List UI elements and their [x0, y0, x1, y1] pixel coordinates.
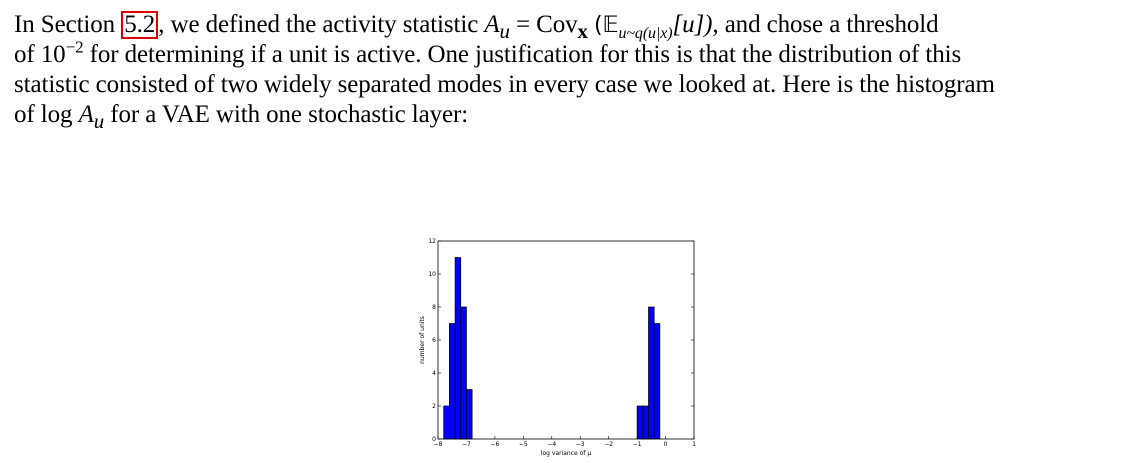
y-tick-label: 6: [432, 337, 436, 344]
histogram-bar: [648, 306, 655, 440]
x-tick-label: −6: [490, 441, 499, 448]
histogram-bar: [642, 405, 649, 440]
y-tick-label: 12: [428, 238, 436, 245]
section-reference-link[interactable]: 5.2: [121, 11, 159, 39]
histogram-chart: 0 2 4 6 8 10 12 −8 −7 −6 −5 −4 −3 −2 −1 0 1 log varianc…: [419, 238, 696, 457]
histogram-bar: [454, 257, 462, 440]
y-tick-label: 10: [428, 271, 436, 278]
x-tick-label: −7: [462, 441, 471, 448]
x-axis-label: log variance of μ: [541, 450, 591, 457]
paragraph-line-2: of 10−2 for determining if a unit is act…: [14, 37, 962, 68]
x-tick-label: −2: [604, 441, 613, 448]
y-tick-label: 8: [432, 304, 436, 311]
histogram-bar: [449, 323, 456, 440]
x-tick-labels: −8 −7 −6 −5 −4 −3 −2 −1 0 1: [434, 436, 696, 448]
x-tick-label: −3: [576, 441, 585, 448]
paragraph-line-4: of log Au for a VAE with one stochastic …: [14, 101, 469, 133]
body-paragraph: In Section 5.2, we defined the activity …: [14, 10, 1118, 133]
y-tick-labels: 0 2 4 6 8 10 12: [428, 238, 694, 443]
y-tick-label: 0: [432, 436, 436, 443]
y-tick-label: 4: [432, 370, 436, 377]
histogram-bar: [460, 306, 467, 440]
x-tick-label: 1: [692, 441, 696, 448]
histogram-bar: [653, 323, 661, 440]
expectation-symbol: (𝔼: [594, 13, 619, 38]
x-tick-label: 0: [664, 441, 668, 448]
histogram-bar: [466, 389, 473, 440]
activity-statistic-symbol: Au: [484, 11, 510, 43]
plot-frame: [437, 240, 695, 440]
x-tick-label: −1: [633, 441, 642, 448]
y-tick-label: 2: [432, 403, 436, 410]
x-tick-label: −5: [519, 441, 528, 448]
y-axis-label: number of units: [419, 316, 426, 364]
histogram-bar: [636, 405, 644, 440]
histogram-figure: 0 2 4 6 8 10 12 −8 −7 −6 −5 −4 −3 −2 −1 0 1 log varianc…: [410, 230, 710, 458]
histogram-bar: [443, 405, 450, 440]
x-tick-label: −4: [547, 441, 556, 448]
paragraph-line-3: statistic consisted of two widely separa…: [14, 71, 995, 98]
paragraph-line-1: In Section 5.2, we defined the activity …: [14, 11, 939, 43]
histogram-bars: [443, 257, 661, 440]
x-tick-label: −8: [434, 441, 443, 448]
